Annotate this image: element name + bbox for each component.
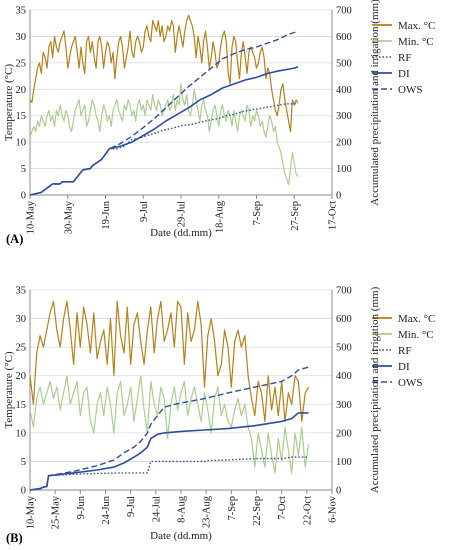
panel-a-left-tick-label: 30: [16, 32, 27, 43]
panel-b-x-tick-label: 8-Aug: [177, 495, 188, 523]
panel-a-series-rf: [29, 103, 298, 196]
panel-b-left-tick-label: 5: [21, 457, 26, 468]
panel-a-label: (A): [6, 232, 23, 246]
panel-b-right-tick-label: 700: [336, 286, 352, 297]
panel-a-x-tick-label: 19-Jun: [101, 200, 112, 229]
panel-a-left-tick-label: 5: [21, 164, 26, 175]
panel-b-x-axis-label: Date (dd.mm): [150, 530, 212, 542]
panel-b-x-tick-label: 24-Jul: [151, 496, 162, 522]
panel-a-left-tick-label: 20: [16, 85, 27, 96]
panel-b-series-min-c: [29, 375, 310, 474]
panel-b-right-tick-label: 200: [336, 428, 352, 439]
panel-a-right-tick-label: 100: [336, 164, 352, 175]
panel-a-x-tick-label: 17-Oct: [328, 201, 339, 230]
panel-b-x-tick-label: 25-May: [51, 495, 62, 529]
panel-b-x-tick-label: 22-Sep: [252, 496, 263, 526]
panel-b-legend-label: DI: [398, 361, 410, 373]
panel-a-right-tick-label: 600: [336, 32, 352, 43]
panel-b-x-tick-label: 7-Sep: [227, 496, 238, 521]
panel-a-x-tick-label: 9-Jul: [139, 201, 150, 222]
panel-b-series-di: [29, 412, 309, 491]
panel-a-x-tick-label: 10-May: [26, 200, 37, 234]
panel-a-right-tick-label: 0: [336, 191, 341, 202]
panel-b-x-tick-label: 9-Jun: [76, 495, 87, 519]
panel-b-series-ows: [29, 366, 309, 491]
panel-a-series-max-c: [29, 14, 299, 133]
panel-b-left-axis-label: Temperature (°C): [3, 351, 15, 429]
panel-b-x-tick-label: 7-Oct: [277, 496, 288, 520]
panel-b-right-tick-label: 300: [336, 400, 352, 411]
panel-b-left-tick-label: 30: [16, 314, 27, 325]
panel-b-legend-label: Min. °C: [398, 329, 434, 341]
panel-b-x-tick-label: 6-Nov: [328, 495, 339, 523]
panel-a-x-tick-label: 30-May: [63, 200, 74, 234]
panel-b-x-tick-label: 23-Aug: [202, 495, 213, 528]
panel-b-x-tick-label: 10-May: [26, 495, 37, 529]
panel-a-left-tick-label: 15: [16, 111, 27, 122]
panel-b-right-tick-label: 500: [336, 343, 352, 354]
panel-a-right-tick-label: 700: [336, 6, 352, 17]
panel-b-right-axis-label: Accumulated precipitation and irrigation…: [369, 286, 381, 493]
panel-b-label: (B): [6, 531, 23, 545]
panel-b-legend-label: RF: [398, 345, 411, 357]
panel-a-right-tick-label: 500: [336, 58, 352, 69]
panel-b-right-tick-label: 0: [336, 486, 341, 497]
panel-b-left-tick-label: 15: [16, 400, 27, 411]
panel-b-left-tick-label: 25: [16, 343, 27, 354]
panel-a-legend-label: OWS: [398, 84, 422, 96]
panel-b-left-tick-label: 20: [16, 371, 27, 382]
panel-a-right-tick-label: 400: [336, 85, 352, 96]
panel-a-series-min-c: [29, 83, 299, 185]
panel-b-right-tick-label: 100: [336, 457, 352, 468]
panel-a-left-axis-label: Temperature (°C): [3, 64, 15, 142]
panel-a-x-tick-label: 27-Sep: [290, 201, 301, 231]
panel-b-x-tick-label: 24-Jun: [101, 495, 112, 524]
panel-b-left-tick-label: 0: [21, 486, 26, 497]
panel-a-series-ows: [29, 30, 299, 196]
panel-b-legend-label: Max. °C: [398, 313, 435, 325]
panel-a-series-di: [29, 66, 299, 196]
panel-a-x-tick-label: 18-Aug: [214, 200, 225, 233]
panel-a-left-tick-label: 0: [21, 191, 26, 202]
panel-b-left-tick-label: 10: [16, 428, 27, 439]
panel-b-x-tick-label: 9-Jul: [126, 496, 137, 517]
panel-a-legend-label: Min. °C: [398, 36, 434, 48]
panel-a-legend-label: Max. °C: [398, 20, 435, 32]
panel-a-left-tick-label: 10: [16, 138, 27, 149]
panel-a-x-tick-label: 7-Sep: [252, 201, 263, 226]
panel-a-right-tick-label: 300: [336, 111, 352, 122]
panel-b-legend-label: OWS: [398, 377, 422, 389]
panel-a-left-tick-label: 35: [16, 6, 27, 17]
panel-a-right-tick-label: 200: [336, 138, 352, 149]
panel-b-series-rf: [29, 456, 309, 491]
panel-a-legend-label: DI: [398, 68, 410, 80]
panel-a-x-axis-label: Date (dd.mm): [150, 227, 212, 239]
panel-b-series-max-c: [29, 300, 310, 422]
panel-b-right-tick-label: 400: [336, 371, 352, 382]
panel-a-right-axis-label: Accumulated precipitation and irrigation…: [369, 0, 381, 206]
panel-a-legend-label: RF: [398, 52, 411, 64]
panel-b-right-tick-label: 600: [336, 314, 352, 325]
panel-a-x-tick-label: 29-Jul: [177, 201, 188, 227]
panel-b-x-tick-label: 22-Oct: [302, 496, 313, 525]
panel-a-left-tick-label: 25: [16, 58, 27, 69]
panel-b-left-tick-label: 35: [16, 286, 27, 297]
